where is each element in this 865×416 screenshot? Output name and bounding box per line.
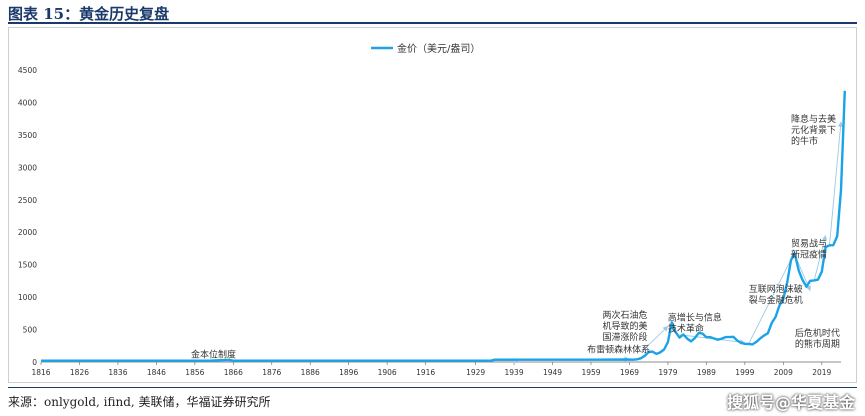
annotation-text: 后危机时代	[795, 327, 840, 339]
x-tick-label: 1866	[224, 368, 243, 377]
x-tick-label: 2009	[774, 368, 793, 377]
x-tick-label: 2019	[812, 368, 831, 377]
x-tick-label: 1999	[735, 368, 754, 377]
x-tick-label: 1856	[185, 368, 204, 377]
x-tick-label: 1929	[466, 368, 485, 377]
y-tick-label: 2500	[18, 196, 37, 205]
gold-price-line	[41, 90, 846, 362]
x-tick-label: 1836	[108, 368, 127, 377]
annotation-text: 机导致的美	[603, 320, 648, 332]
x-tick-label: 1826	[70, 368, 89, 377]
annotation-text: 的熊市周期	[795, 338, 840, 350]
annotation-text: 高增长与信息	[668, 311, 722, 323]
x-tick-label: 1989	[697, 368, 716, 377]
annotation-arrow	[640, 325, 669, 353]
x-tick-label: 1979	[658, 368, 677, 377]
source-note: 来源：onlygold, ifind, 美联储，华福证券研究所	[8, 395, 271, 409]
y-tick-label: 2000	[18, 228, 37, 237]
y-tick-label: 500	[23, 326, 38, 335]
x-tick-label: 1886	[301, 368, 320, 377]
annotation-text: 新冠疫情	[791, 248, 827, 260]
title-rule	[8, 22, 857, 24]
annotation-text: 互联网泡沫破	[749, 283, 803, 295]
figure-title: 图表 15：黄金历史复盘	[8, 5, 170, 23]
watermark: 搜狐号@华夏基金	[726, 393, 855, 412]
annotation-text: 贸易战与	[791, 237, 827, 249]
chart-frame: 0 500 1000 1500 2000 2500 3000 3500 4000 4500 1816…	[8, 27, 857, 383]
annotation-text: 国滞涨阶段	[603, 331, 648, 343]
y-tick-label: 1000	[18, 293, 37, 302]
annotation-arrow	[813, 234, 828, 281]
x-tick-label: 1816	[31, 368, 50, 377]
legend-label: 金价（美元/盎司）	[397, 42, 480, 55]
y-tick-label: 3000	[18, 163, 37, 172]
annotation-text: 金本位制度	[191, 348, 236, 360]
annotation-arrow	[748, 251, 796, 345]
x-tick-label: 1939	[505, 368, 524, 377]
annotation-text: 布雷顿森林体系	[587, 343, 650, 355]
x-tick-label: 1846	[147, 368, 166, 377]
y-tick-label: 3500	[18, 131, 37, 140]
gold-price-chart: 0 500 1000 1500 2000 2500 3000 3500 4000 4500 1816…	[18, 42, 846, 377]
y-tick-label: 4000	[18, 98, 37, 107]
x-tick-label: 1896	[339, 368, 358, 377]
x-tick-label: 1969	[620, 368, 639, 377]
x-tick-label: 1876	[262, 368, 281, 377]
annotation-text: 的牛市	[791, 135, 818, 147]
annotation-arrow	[829, 121, 844, 246]
y-tick-label: 0	[32, 358, 37, 367]
annotation-text: 元化背景下	[791, 124, 836, 136]
y-tick-label: 4500	[18, 66, 37, 75]
x-tick-label: 1949	[543, 368, 562, 377]
x-tick-label: 1959	[581, 368, 600, 377]
y-tick-label: 1500	[18, 261, 37, 270]
x-tick-label: 1906	[378, 368, 397, 377]
annotation-text: 降息与去美	[791, 113, 836, 125]
footer-rule	[8, 387, 857, 388]
annotation-text: 裂与金融危机	[749, 294, 803, 306]
annotation-text: 技术革命	[668, 322, 704, 334]
annotation-text: 两次石油危	[603, 309, 648, 321]
x-tick-label: 1916	[416, 368, 435, 377]
